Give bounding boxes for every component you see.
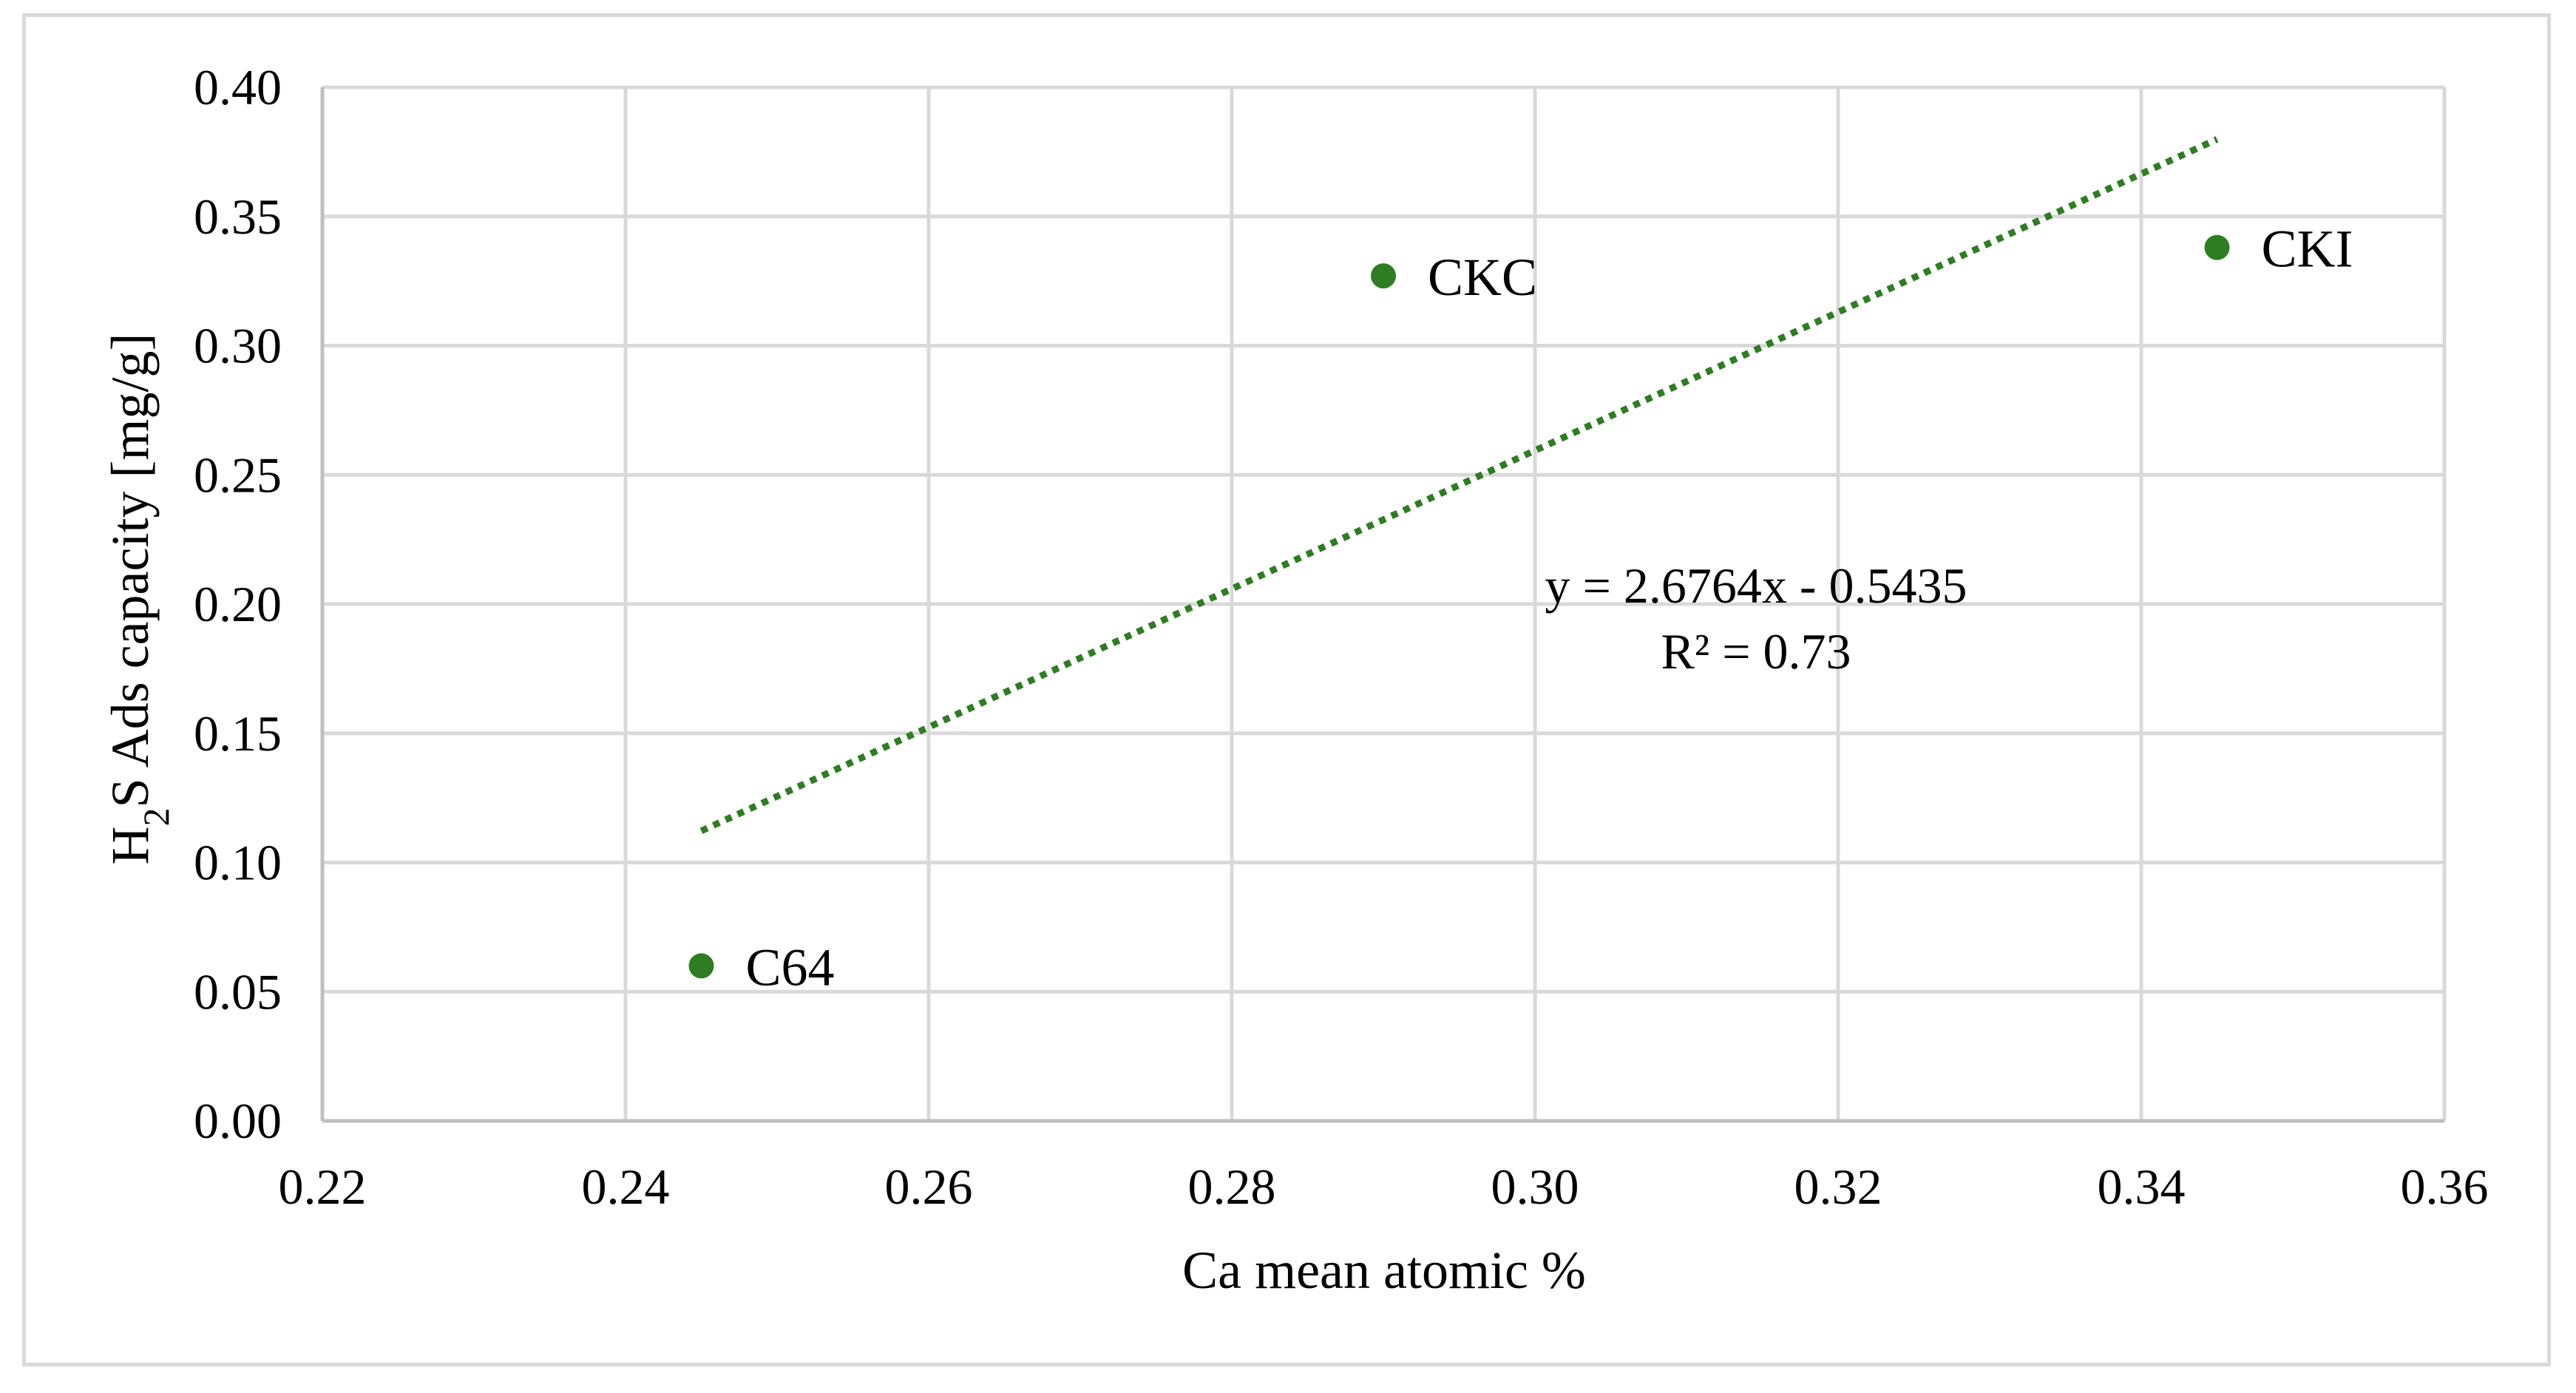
x-tick-label: 0.28 <box>1188 1159 1276 1215</box>
y-tick-label: 0.40 <box>194 59 282 115</box>
y-tick-label: 0.10 <box>194 835 282 891</box>
y-tick-label: 0.00 <box>194 1093 282 1149</box>
x-tick-label: 0.32 <box>1794 1159 1882 1215</box>
x-tick-label: 0.34 <box>2098 1159 2186 1215</box>
trendline-r-squared: R² = 0.73 <box>1661 623 1851 679</box>
x-tick-label: 0.26 <box>885 1159 973 1215</box>
trendline-equation: y = 2.6764x - 0.5435 <box>1545 557 1967 614</box>
x-axis-title: Ca mean atomic % <box>1182 1241 1586 1300</box>
x-tick-label: 0.36 <box>2401 1159 2489 1215</box>
x-tick-label: 0.24 <box>582 1159 670 1215</box>
y-tick-label: 0.20 <box>194 576 282 632</box>
y-axis-title-subscript: 2 <box>135 807 177 826</box>
y-tick-label: 0.05 <box>194 963 282 1020</box>
y-tick-label: 0.15 <box>194 705 282 762</box>
y-tick-label: 0.30 <box>194 318 282 374</box>
y-axis-title-main: H <box>101 826 160 864</box>
x-tick-label: 0.30 <box>1491 1159 1579 1215</box>
data-point-label: C64 <box>746 938 835 997</box>
grid-layer <box>320 85 2447 1123</box>
chart-frame <box>22 13 2551 1366</box>
data-point <box>688 953 714 979</box>
y-axis-title: H2S Ads capacity [mg/g] <box>101 333 177 865</box>
data-point-label: CKI <box>2262 220 2353 279</box>
trendline-layer <box>699 136 2219 834</box>
trendline <box>699 136 2219 834</box>
data-point-label: CKC <box>1428 248 1537 307</box>
data-points-layer: C64 CKC CKI <box>688 220 2353 997</box>
data-point <box>1371 263 1396 289</box>
axis-layer: 0.00 0.05 0.10 0.15 0.20 0.25 0.30 0.35 0.40 0.22… <box>194 59 2489 1215</box>
y-axis-title-rest: S Ads capacity [mg/g] <box>101 333 160 808</box>
y-tick-label: 0.35 <box>194 189 282 245</box>
y-tick-label: 0.25 <box>194 447 282 503</box>
x-tick-label: 0.22 <box>279 1159 367 1215</box>
data-point <box>2204 234 2230 260</box>
